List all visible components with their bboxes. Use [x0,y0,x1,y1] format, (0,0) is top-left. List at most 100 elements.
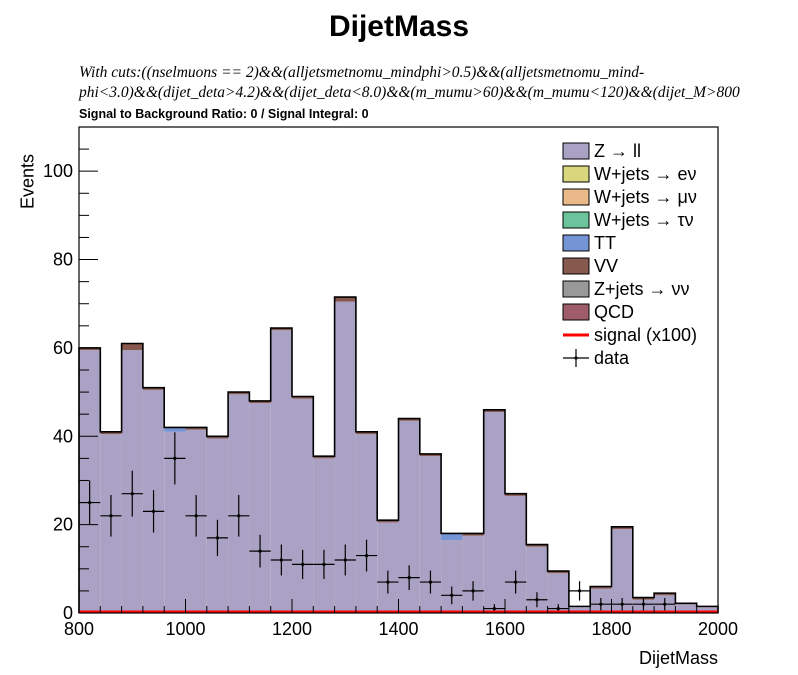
data-marker-14 [386,580,390,584]
bar-5-9 [270,328,292,331]
bar-5-2 [121,343,143,351]
data-marker-21 [535,598,539,602]
x-tick-label-1: 1000 [165,619,205,639]
data-marker-24 [599,602,603,606]
data-marker-8 [258,549,262,553]
bar-5-3 [142,387,165,390]
legend-label-0: Z → ll [594,141,641,161]
signal-background-ratio: Signal to Background Ratio: 0 / Signal I… [79,107,369,121]
stacked-bars [79,297,718,613]
data-point-7 [228,495,250,537]
legend-swatch-6 [562,280,590,298]
legend-entry-6: Z+jets → νν [562,279,690,299]
y-tick-label-4: 80 [53,250,73,270]
data-marker-3 [151,509,156,513]
cuts-text-line-1: With cuts:((nselmuons == 2)&&(alljetsmet… [79,64,645,81]
bar-4-4 [164,427,186,432]
legend-label-9: data [594,348,630,368]
chart-title: DijetMass [328,10,470,43]
data-point-8 [249,534,271,568]
legend-swatch-2 [562,188,590,206]
legend-entry-0: Z → ll [562,141,641,161]
data-marker-25 [620,602,624,606]
x-tick-label-6: 2000 [698,619,738,639]
x-tick-label-4: 1600 [485,619,525,639]
data-marker-27 [663,602,667,606]
y-tick-label-1: 20 [53,515,73,535]
bar-0-4 [164,431,186,613]
bar-5-21 [526,544,548,547]
bar-5-19 [483,409,505,412]
data-point-18 [462,581,484,601]
bar-5-11 [313,456,335,459]
data-marker-12 [343,558,347,562]
data-marker-17 [450,593,454,597]
x-tick-label-0: 800 [64,619,94,639]
data-point-25 [611,597,633,611]
data-marker-16 [428,580,433,584]
data-marker-1 [109,514,113,518]
data-point-14 [377,570,399,594]
bar-0-29 [696,607,718,613]
data-point-1 [100,495,122,537]
legend-data-marker [574,356,578,360]
data-point-3 [142,490,165,533]
bar-0-20 [505,495,527,613]
data-marker-6 [215,536,220,540]
bar-0-9 [270,330,292,613]
data-point-6 [206,519,229,557]
legend-entry-2: W+jets → μν [562,187,697,207]
bar-5-18 [462,533,484,536]
legend: Z → ll W+jets → eν W+jets → μν W+jets → τν T… [562,141,697,368]
bar-0-10 [292,398,314,613]
legend-swatch-5 [562,257,590,275]
legend-label-7: QCD [594,302,634,322]
data-marker-13 [364,553,369,558]
data-point-10 [292,549,314,579]
data-point-5 [185,495,207,537]
bar-0-15 [398,420,420,613]
legend-entry-1: W+jets → eν [562,164,697,184]
bar-5-12 [334,297,356,302]
bar-0-14 [377,522,399,613]
data-marker-26 [641,602,646,606]
bar-5-7 [228,392,250,395]
legend-entry-3: W+jets → τν [562,210,694,230]
legend-swatch-7 [562,303,590,321]
data-marker-19 [492,606,496,611]
bar-5-0 [79,347,101,351]
bar-4-17 [441,533,463,541]
data-point-9 [270,544,292,576]
data-point-23 [568,581,591,601]
legend-label-1: W+jets → eν [594,164,697,184]
data-marker-11 [322,562,326,567]
legend-swatch-1 [562,165,590,183]
data-point-26 [632,597,655,611]
legend-entry-8: signal (x100) [563,325,697,345]
data-marker-7 [237,514,241,518]
data-marker-4 [173,456,177,460]
legend-swatch-0 [562,142,590,160]
axes: 800 1000 1200 1400 1600 1800 2000 0 20 40 60 80 100 [43,126,738,639]
bar-0-8 [249,403,271,613]
data-marker-18 [471,589,475,593]
data-point-21 [526,592,548,608]
y-tick-label-2: 40 [53,426,73,446]
y-tick-label-0: 0 [63,603,73,623]
bar-0-22 [547,573,569,613]
data-point-20 [505,570,527,594]
legend-entry-5: VV [562,256,618,276]
legend-label-3: W+jets → τν [594,210,694,230]
data-point-12 [334,544,356,576]
data-marker-9 [279,558,283,562]
bar-0-18 [462,535,484,613]
data-marker-10 [301,562,305,567]
data-point-17 [441,586,463,605]
legend-entry-7: QCD [562,302,634,322]
data-point-27 [654,597,676,611]
legend-entry-4: TT [562,233,616,253]
bar-0-21 [526,546,548,613]
x-axis-label: DijetMass [638,648,718,668]
bar-0-25 [611,529,633,613]
bar-0-12 [334,301,356,613]
